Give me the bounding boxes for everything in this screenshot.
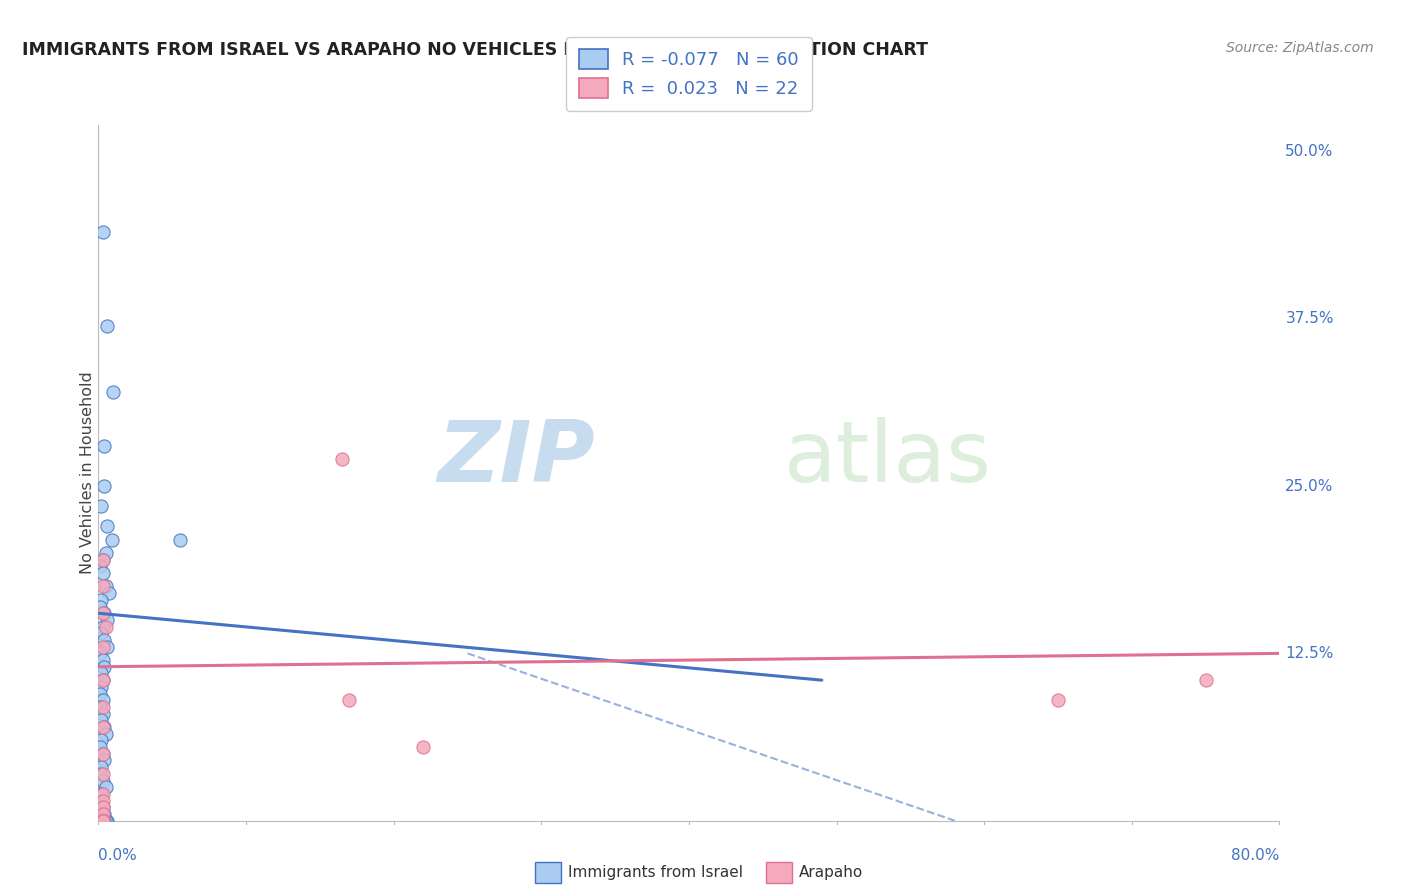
FancyBboxPatch shape (766, 863, 792, 883)
Point (89, 814, 111, 828)
Text: atlas: atlas (783, 417, 991, 500)
Point (91, 787, 114, 801)
Legend: R = -0.077   N = 60, R =  0.023   N = 22: R = -0.077 N = 60, R = 0.023 N = 22 (567, 37, 811, 111)
Text: IMMIGRANTS FROM ISRAEL VS ARAPAHO NO VEHICLES IN HOUSEHOLD CORRELATION CHART: IMMIGRANTS FROM ISRAEL VS ARAPAHO NO VEH… (21, 41, 928, 60)
Point (91, 607, 114, 621)
Point (94, 780, 117, 794)
Point (91, 580, 114, 594)
Point (96, 318, 118, 333)
Point (91, 620, 114, 634)
Text: Immigrants from Israel: Immigrants from Israel (568, 865, 744, 880)
Point (89, 699, 111, 714)
Text: Arapaho: Arapaho (799, 865, 863, 880)
Point (91, 747, 114, 761)
Point (91, 720, 114, 734)
Point (94, 726, 117, 740)
Point (91, 673, 114, 688)
Point (91, 552, 114, 567)
Point (89, 766, 111, 781)
Point (169, 533, 191, 547)
Text: 0.0%: 0.0% (98, 848, 138, 863)
Point (89, 812, 111, 826)
Point (91, 747, 114, 761)
Point (89, 740, 111, 755)
Point (91, 806, 114, 821)
Point (91, 814, 114, 828)
Point (94, 814, 117, 828)
Point (91, 800, 114, 814)
Point (90, 733, 112, 747)
Point (100, 533, 122, 547)
Point (93, 753, 115, 767)
Point (91, 814, 114, 828)
Text: 25.0%: 25.0% (1285, 479, 1334, 493)
Point (89, 559, 111, 574)
Text: 50.0%: 50.0% (1285, 145, 1334, 159)
Point (91, 552, 114, 567)
Point (337, 693, 360, 707)
Point (91, 814, 114, 828)
Point (1046, 693, 1069, 707)
Point (90, 714, 112, 728)
Point (90, 680, 112, 694)
Text: 80.0%: 80.0% (1232, 848, 1279, 863)
Point (91, 800, 114, 814)
Point (91, 225, 114, 239)
Point (96, 814, 118, 828)
Point (103, 385, 125, 400)
Point (93, 806, 115, 821)
Point (90, 760, 112, 774)
Point (91, 673, 114, 688)
Point (90, 814, 112, 828)
Point (91, 566, 114, 581)
Point (90, 500, 112, 514)
Point (93, 607, 115, 621)
Point (91, 814, 114, 828)
Text: Source: ZipAtlas.com: Source: ZipAtlas.com (1226, 41, 1374, 55)
Point (89, 814, 111, 828)
Point (1195, 673, 1218, 688)
Point (91, 794, 114, 808)
Point (90, 626, 112, 640)
Text: 37.5%: 37.5% (1285, 311, 1334, 326)
Point (96, 640, 118, 654)
Point (90, 811, 112, 825)
Point (91, 699, 114, 714)
Point (91, 766, 114, 781)
Point (90, 666, 112, 681)
Point (97, 586, 120, 600)
Point (96, 613, 118, 627)
Point (90, 592, 112, 607)
Point (91, 814, 114, 828)
Point (90, 787, 112, 801)
Point (91, 640, 114, 654)
Point (89, 794, 111, 808)
Text: ZIP: ZIP (437, 417, 595, 500)
Y-axis label: No Vehicles in Household: No Vehicles in Household (80, 371, 94, 574)
Point (93, 660, 115, 674)
Point (93, 439, 115, 453)
Point (93, 814, 115, 828)
Point (91, 693, 114, 707)
Text: 12.5%: 12.5% (1285, 646, 1334, 661)
Point (91, 773, 114, 788)
Point (91, 653, 114, 667)
Point (89, 646, 111, 660)
Point (412, 740, 434, 755)
Point (89, 687, 111, 701)
Point (93, 814, 115, 828)
Point (94, 620, 117, 634)
Point (94, 546, 117, 560)
Point (93, 479, 115, 493)
Point (96, 519, 118, 533)
Point (93, 633, 115, 648)
Point (330, 452, 353, 467)
Point (89, 599, 111, 614)
Point (90, 814, 112, 828)
Point (94, 580, 117, 594)
FancyBboxPatch shape (536, 863, 561, 883)
Point (91, 706, 114, 721)
Point (93, 720, 115, 734)
